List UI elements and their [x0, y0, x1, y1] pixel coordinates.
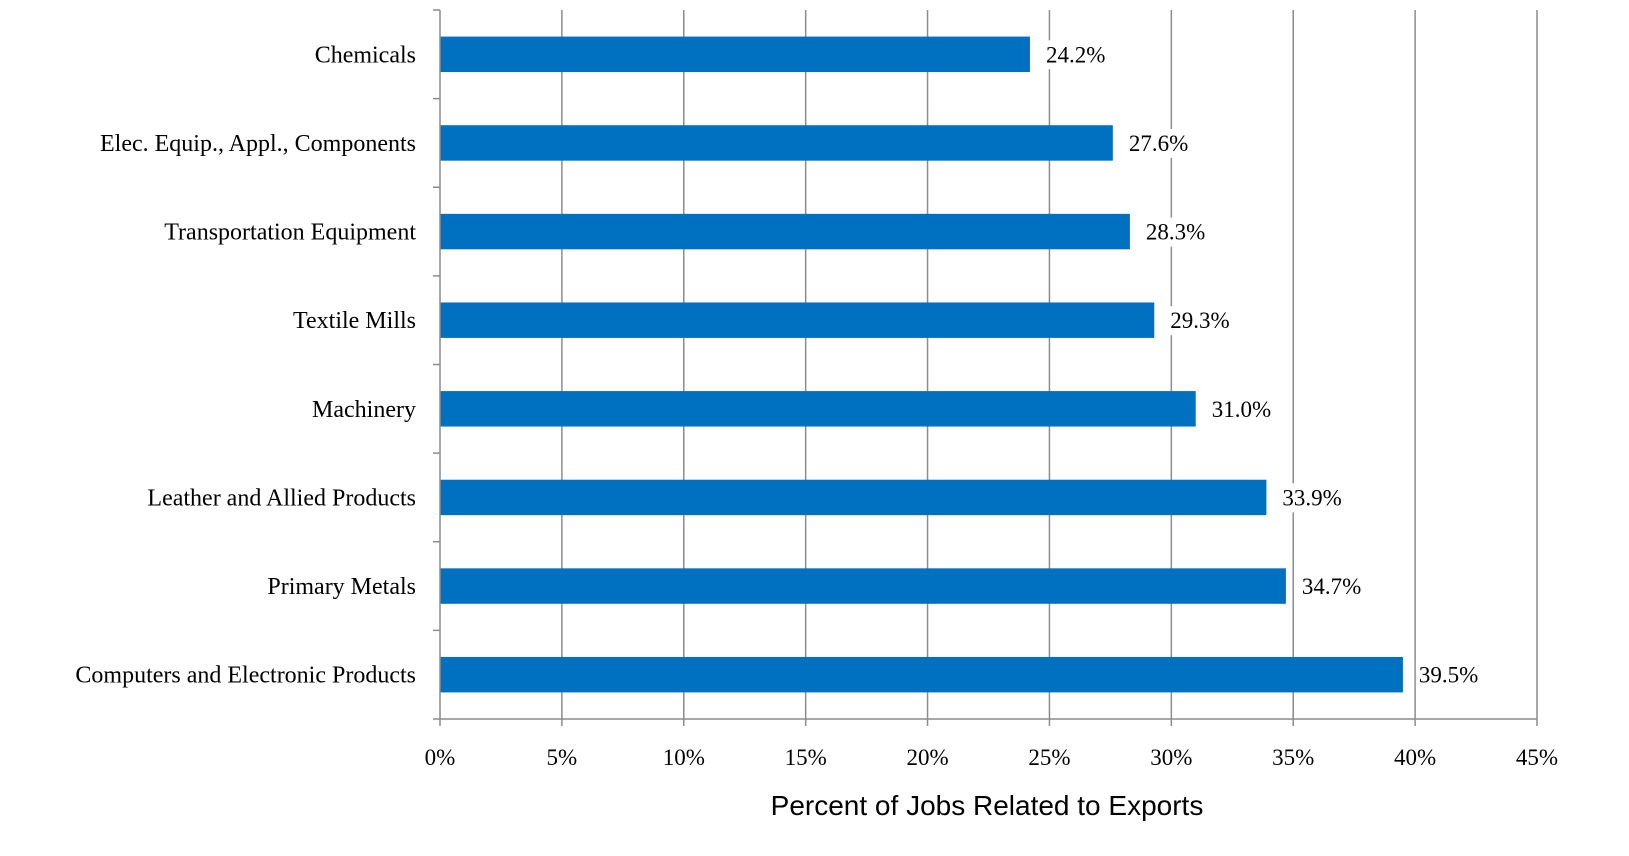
data-label: 33.9%: [1282, 485, 1341, 510]
x-tick-label: 40%: [1394, 745, 1436, 770]
x-tick-label: 25%: [1028, 745, 1070, 770]
category-label: Computers and Electronic Products: [75, 663, 416, 689]
data-label: 39.5%: [1419, 663, 1478, 688]
bar: [440, 125, 1113, 161]
bar: [440, 568, 1286, 604]
data-label: 29.3%: [1170, 308, 1229, 333]
x-tick-label: 20%: [906, 745, 948, 770]
data-label: 28.3%: [1146, 220, 1205, 245]
x-tick-label: 10%: [663, 745, 705, 770]
category-label: Chemicals: [315, 42, 416, 68]
bar: [440, 479, 1267, 516]
x-tick-label: 30%: [1150, 745, 1192, 770]
bar: [440, 656, 1403, 693]
category-label: Transportation Equipment: [164, 220, 416, 246]
bar: [440, 302, 1155, 338]
category-label: Elec. Equip., Appl., Components: [100, 131, 416, 157]
data-label: 24.2%: [1046, 42, 1105, 67]
data-label-background: [1298, 572, 1365, 602]
data-label: 31.0%: [1212, 397, 1271, 422]
data-label-background: [1142, 217, 1209, 247]
data-label-background: [1167, 306, 1233, 336]
bar: [440, 213, 1130, 250]
bar: [440, 391, 1196, 427]
category-label: Leather and Allied Products: [147, 485, 416, 511]
x-tick-label: 35%: [1272, 745, 1314, 770]
data-label-background: [1208, 394, 1275, 424]
data-label: 27.6%: [1129, 131, 1188, 156]
data-label: 34.7%: [1302, 574, 1361, 599]
x-tick-label: 5%: [547, 745, 578, 770]
category-label: Machinery: [312, 397, 416, 423]
bar: [440, 36, 1030, 73]
category-label: Textile Mills: [293, 308, 416, 334]
data-label-background: [1279, 483, 1345, 513]
category-label: Primary Metals: [267, 574, 416, 600]
data-label-background: [1042, 40, 1109, 70]
data-label-background: [1415, 660, 1482, 690]
x-tick-label: 0%: [425, 745, 456, 770]
x-tick-label: 15%: [785, 745, 827, 770]
x-axis-title: Percent of Jobs Related to Exports: [771, 790, 1204, 821]
x-tick-label: 45%: [1516, 745, 1558, 770]
data-label-background: [1125, 128, 1192, 158]
